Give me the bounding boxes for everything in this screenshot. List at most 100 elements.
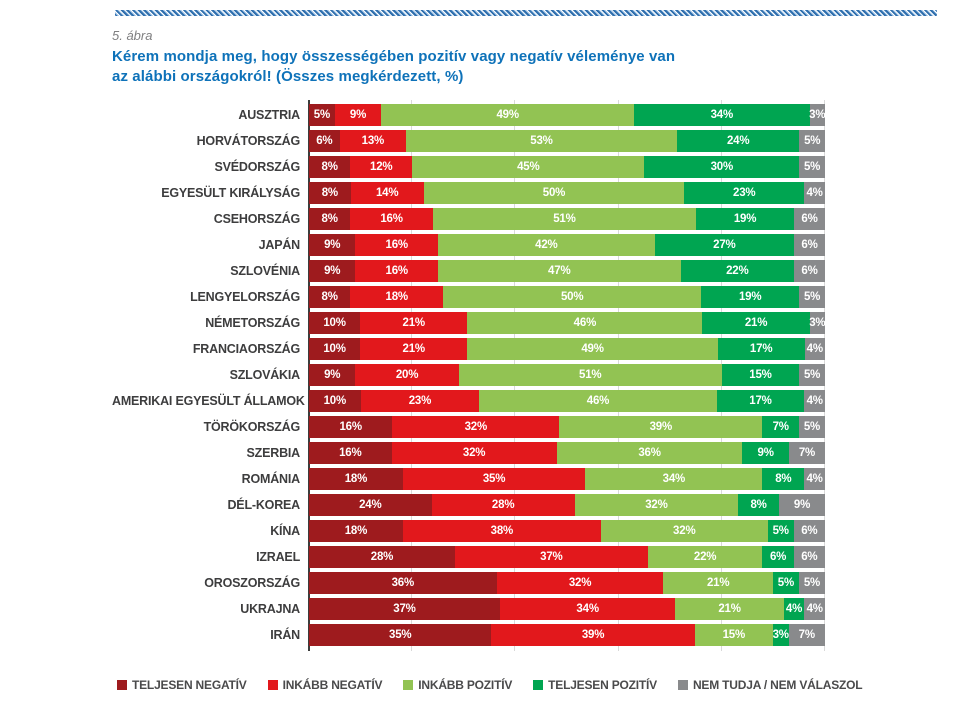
segment-value-label: 9%: [324, 369, 341, 381]
segment-value-label: 6%: [801, 551, 818, 563]
legend-swatch-icon: [677, 680, 688, 690]
segment-value-label: 4%: [806, 343, 823, 355]
segment-value-label: 5%: [803, 421, 821, 433]
segment-value-label: 50%: [560, 291, 584, 303]
stacked-bar: 36% 32% 21% 5% 5%: [309, 572, 825, 594]
bar-segment: 38%: [402, 520, 601, 542]
segment-value-label: 5%: [772, 525, 789, 537]
segment-value-label: 5%: [803, 577, 821, 589]
segment-value-label: 15%: [749, 369, 772, 381]
chart-row: FRANCIAORSZÁG 10% 21% 49% 17% 4%: [112, 338, 833, 360]
bar-segment: 51%: [432, 208, 696, 230]
bar-segment: 21%: [360, 338, 468, 360]
bar-segment: 7%: [762, 416, 799, 438]
bar-segment: 6%: [793, 546, 825, 568]
segment-value-label: 3%: [809, 317, 826, 329]
segment-value-label: 30%: [710, 161, 734, 173]
bar-segment: 14%: [350, 182, 424, 204]
country-label: IZRAEL: [256, 550, 300, 564]
bar-segment: 36%: [556, 442, 743, 464]
bar-segment: 4%: [804, 182, 825, 204]
segment-value-label: 4%: [785, 603, 803, 615]
segment-value-label: 46%: [586, 395, 610, 407]
stacked-bar: 16% 32% 39% 7% 5%: [309, 416, 825, 438]
bar-segment: 22%: [680, 260, 795, 282]
segment-value-label: 39%: [649, 421, 673, 433]
bar-segment: 17%: [716, 390, 805, 412]
bar-segment: 6%: [794, 234, 825, 256]
segment-value-label: 8%: [321, 213, 338, 225]
bar-segment: 6%: [762, 546, 794, 568]
bar-segment: 34%: [499, 598, 676, 620]
segment-value-label: 3%: [809, 109, 826, 121]
country-label: AMERIKAI EGYESÜLT ÁLLAMOK: [112, 394, 305, 408]
chart-row: EGYESÜLT KIRÁLYSÁG 8% 14% 50% 23% 4%: [112, 182, 833, 204]
country-label: ROMÁNIA: [241, 472, 301, 486]
decorative-hatch-rule: [115, 10, 937, 16]
legend-label: NEM TUDJA / NEM VÁLASZOL: [692, 678, 863, 692]
segment-value-label: 38%: [490, 525, 514, 537]
bar-segment: 4%: [804, 468, 825, 490]
legend-item: TELJESEN POZITÍV: [533, 678, 657, 692]
chart-row: SZERBIA 16% 32% 36% 9% 7%: [112, 442, 833, 464]
country-label: DÉL-KOREA: [227, 498, 300, 512]
bar-segment: 5%: [798, 416, 825, 438]
chart-row: IRÁN 35% 39% 15% 3% 7%: [112, 624, 833, 646]
country-label: OROSZORSZÁG: [204, 576, 300, 590]
bar-segment: 9%: [742, 442, 789, 464]
bar-segment: 13%: [339, 130, 407, 152]
segment-value-label: 17%: [749, 395, 772, 407]
segment-value-label: 16%: [385, 265, 409, 277]
legend-swatch-icon: [267, 680, 278, 690]
bar-segment: 21%: [702, 312, 810, 334]
bar-segment: 8%: [762, 468, 805, 490]
bar-segment: 37%: [309, 598, 500, 620]
bar-segment: 21%: [675, 598, 784, 620]
segment-value-label: 49%: [496, 109, 519, 121]
bar-segment: 5%: [798, 572, 825, 594]
legend-item: NEM TUDJA / NEM VÁLASZOL: [677, 678, 863, 692]
country-label: LENGYELORSZÁG: [190, 290, 300, 304]
country-label: AUSZTRIA: [238, 108, 300, 122]
chart-row: SZLOVÉNIA 9% 16% 47% 22% 6%: [112, 260, 833, 282]
chart-row: NÉMETORSZÁG 10% 21% 46% 21% 3%: [112, 312, 833, 334]
chart-row: SZLOVÁKIA 9% 20% 51% 15% 5%: [112, 364, 833, 386]
segment-value-label: 32%: [568, 577, 592, 589]
segment-value-label: 32%: [645, 499, 668, 511]
segment-value-label: 50%: [542, 187, 566, 199]
segment-value-label: 8%: [321, 291, 338, 303]
segment-value-label: 42%: [535, 239, 558, 251]
bar-segment: 4%: [804, 338, 825, 360]
bar-segment: 19%: [701, 286, 800, 308]
bar-segment: 15%: [694, 624, 773, 646]
stacked-bar: 5% 9% 49% 34% 3%: [309, 104, 826, 126]
segment-value-label: 9%: [793, 499, 811, 511]
segment-value-label: 16%: [339, 421, 362, 433]
legend-label: TELJESEN NEGATÍV: [132, 678, 247, 692]
bar-segment: 24%: [309, 494, 432, 516]
segment-value-label: 6%: [801, 213, 818, 225]
segment-value-label: 21%: [402, 317, 426, 329]
chart-title-line2: az alábbi országokról! (Összes megkérdez…: [112, 68, 464, 85]
bar-segment: 19%: [696, 208, 795, 230]
chart-row: IZRAEL 28% 37% 22% 6% 6%: [112, 546, 833, 568]
legend-label: TELJESEN POZITÍV: [548, 678, 657, 692]
bar-segment: 9%: [779, 494, 825, 516]
bar-segment: 46%: [479, 390, 717, 412]
chart-row: LENGYELORSZÁG 8% 18% 50% 19% 5%: [112, 286, 833, 308]
stacked-bar: 8% 16% 51% 19% 6%: [309, 208, 825, 230]
segment-value-label: 17%: [749, 343, 773, 355]
chart-row: HORVÁTORSZÁG 6% 13% 53% 24% 5%: [112, 130, 833, 152]
segment-value-label: 4%: [806, 187, 823, 199]
bar-segment: 18%: [309, 520, 403, 542]
stacked-bar: 6% 13% 53% 24% 5%: [309, 130, 825, 152]
bar-segment: 8%: [738, 494, 780, 516]
segment-value-label: 10%: [323, 395, 347, 407]
bar-segment: 49%: [467, 338, 718, 360]
segment-value-label: 6%: [769, 551, 787, 563]
segment-value-label: 19%: [738, 291, 762, 303]
segment-value-label: 22%: [693, 551, 717, 563]
segment-value-label: 18%: [344, 473, 368, 485]
bar-segment: 8%: [309, 208, 351, 230]
segment-value-label: 23%: [408, 395, 432, 407]
